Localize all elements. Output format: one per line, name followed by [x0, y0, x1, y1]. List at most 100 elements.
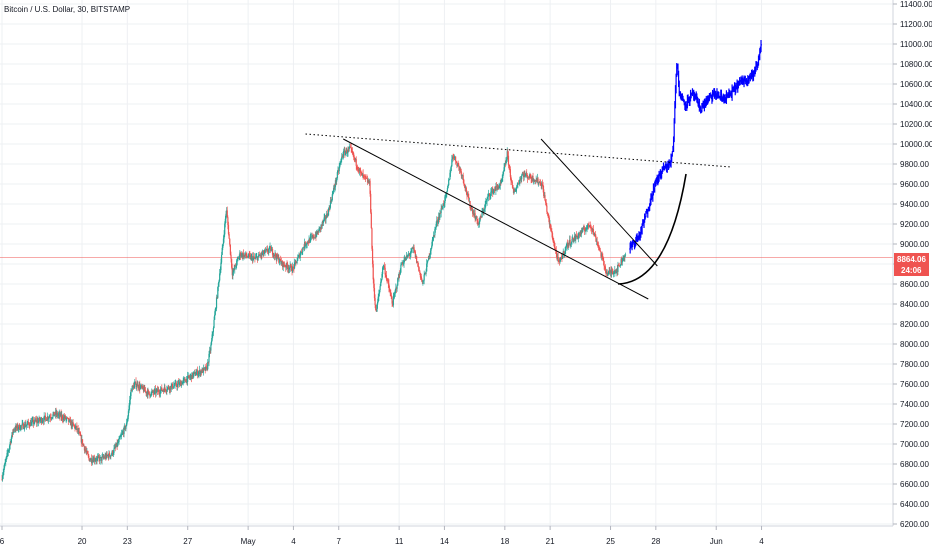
candle: [500, 178, 503, 184]
candle: [373, 277, 375, 292]
candle: [320, 224, 322, 232]
candle-body: [255, 256, 257, 258]
candle: [242, 252, 244, 261]
candle-body: [302, 247, 304, 249]
candle-body: [465, 187, 467, 193]
candle: [243, 249, 245, 260]
candle: [540, 182, 542, 189]
price-axis[interactable]: 6200.006400.006600.006800.007000.007200.…: [893, 0, 932, 529]
candle: [262, 250, 264, 257]
candle-body: [330, 200, 332, 202]
candle-body: [220, 262, 222, 271]
candle: [590, 227, 593, 235]
candle-body: [204, 367, 206, 371]
candle-body: [98, 457, 101, 462]
candle: [18, 424, 20, 433]
candle: [433, 231, 435, 242]
candle: [224, 221, 226, 238]
candle: [23, 425, 25, 430]
candle: [311, 232, 313, 240]
candle-body: [487, 196, 489, 199]
candle-body: [282, 261, 284, 268]
candle-body: [593, 232, 595, 236]
candle: [275, 252, 277, 259]
candle-body: [221, 247, 223, 255]
candle-body: [370, 193, 372, 213]
candle-body: [54, 411, 57, 415]
candle-body: [9, 442, 11, 446]
candle-body: [528, 178, 530, 179]
candle: [304, 238, 306, 252]
candle: [15, 423, 17, 433]
candle: [456, 162, 459, 168]
candle-body: [275, 256, 277, 260]
candle: [14, 425, 16, 433]
candle: [163, 388, 165, 395]
candle-body: [285, 266, 287, 268]
candle: [545, 199, 547, 206]
candle-body: [141, 385, 143, 388]
candle: [555, 246, 557, 258]
candle-body: [5, 456, 8, 460]
candle: [343, 146, 345, 153]
candle: [253, 252, 255, 261]
candle: [357, 166, 359, 173]
candle-body: [466, 193, 469, 196]
candle-body: [382, 267, 384, 274]
candle: [533, 178, 535, 185]
candle-body: [76, 425, 78, 430]
candle-body: [10, 437, 13, 443]
candle-body: [601, 254, 603, 258]
candle-body: [159, 390, 162, 394]
candle-body: [160, 387, 162, 391]
candle-body: [224, 223, 226, 235]
candle-body: [536, 179, 538, 182]
candle: [248, 253, 250, 259]
candle-body: [237, 258, 239, 260]
candle-body: [88, 458, 91, 462]
candle: [582, 225, 584, 229]
time-axis[interactable]: 6 20 23 27 May 4 7 11 14 18 21 25 28 Jun 4: [0, 526, 764, 546]
candle: [603, 260, 605, 270]
candle-body: [37, 420, 40, 423]
candle: [539, 178, 541, 186]
candle-body: [214, 309, 216, 315]
candle-body: [336, 178, 338, 182]
candle-body: [436, 220, 438, 223]
candle-body: [309, 237, 311, 243]
candle: [402, 261, 404, 267]
candle-body: [503, 167, 505, 172]
candle-body: [263, 252, 265, 254]
candle-body: [444, 194, 447, 197]
candle: [176, 383, 178, 391]
candle-body: [50, 417, 52, 419]
candle: [438, 212, 440, 224]
candle: [498, 183, 500, 190]
candle-body: [501, 177, 503, 180]
candle-body: [75, 427, 77, 429]
candle-body: [95, 460, 97, 461]
candle: [255, 253, 257, 258]
candle-body: [102, 456, 104, 458]
candle: [549, 220, 551, 228]
candle-body: [62, 418, 64, 420]
candle-body: [218, 280, 220, 284]
candle-body: [352, 153, 354, 155]
candle: [79, 432, 81, 437]
candle-body: [354, 157, 356, 161]
candle: [546, 203, 548, 215]
candle: [450, 165, 452, 172]
candle-body: [84, 449, 86, 451]
candle-body: [77, 428, 79, 433]
candle: [12, 428, 14, 435]
candle: [100, 456, 102, 459]
candle: [465, 185, 467, 193]
candle-body: [444, 196, 446, 204]
candle: [302, 246, 304, 249]
candle-body: [388, 283, 390, 289]
candle: [526, 169, 528, 177]
candle: [298, 252, 300, 257]
candle-body: [191, 372, 193, 380]
candle: [198, 365, 201, 377]
